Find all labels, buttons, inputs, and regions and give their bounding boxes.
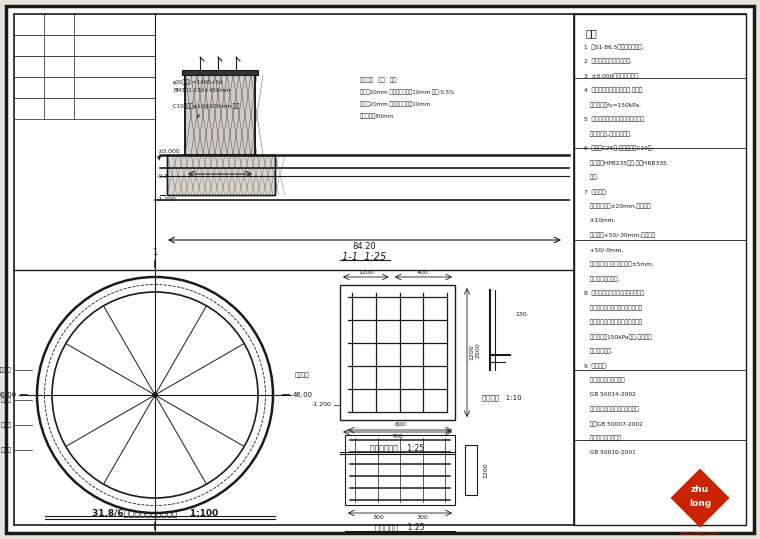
Circle shape xyxy=(153,392,157,397)
Text: 1-1  1:25: 1-1 1:25 xyxy=(342,252,387,262)
Text: 外边线: 外边线 xyxy=(1,447,12,453)
Text: 锚栓详图   1:10: 锚栓详图 1:10 xyxy=(482,395,522,402)
Bar xyxy=(185,75,255,155)
Text: 1200: 1200 xyxy=(469,344,474,360)
Text: ±0.000: ±0.000 xyxy=(157,149,180,154)
Text: 4  地基处理采用砂卵石换填,地基承: 4 地基处理采用砂卵石换填,地基承 xyxy=(584,87,642,93)
Bar xyxy=(345,435,455,505)
Bar xyxy=(14,98,155,119)
Text: C10钢筋网φ10@100mm 双层: C10钢筋网φ10@100mm 双层 xyxy=(173,103,239,118)
Text: 800: 800 xyxy=(214,173,226,178)
Text: long: long xyxy=(689,500,711,508)
Text: BM301-150×450mm: BM301-150×450mm xyxy=(173,87,230,93)
Text: 防水层20mm 水泥砂浆找平层10mm 找坡:0.5%: 防水层20mm 水泥砂浆找平层10mm 找坡:0.5% xyxy=(360,89,454,95)
Bar xyxy=(465,445,477,495)
Text: 混凝土结构设计规范: 混凝土结构设计规范 xyxy=(584,436,621,441)
Text: 7  质量标准:: 7 质量标准: xyxy=(584,189,607,195)
Text: 2  焊接材料按母材匹配选用.: 2 焊接材料按母材匹配选用. xyxy=(584,59,632,64)
Text: 细石混凝土80mm: 细石混凝土80mm xyxy=(360,113,394,119)
Text: 2500: 2500 xyxy=(475,342,480,358)
Text: 300: 300 xyxy=(416,515,428,520)
Text: 700: 700 xyxy=(391,434,404,439)
Text: +50/-0mm,: +50/-0mm, xyxy=(584,247,623,252)
Text: 内边线: 内边线 xyxy=(1,422,12,428)
Text: 31.8/6大型储油罐基础平面图    1:100: 31.8/6大型储油罐基础平面图 1:100 xyxy=(92,508,218,517)
Text: 1  按S1-86.5钢结构规范施工.: 1 按S1-86.5钢结构规范施工. xyxy=(584,44,644,50)
Text: ▼: ▼ xyxy=(157,156,161,161)
Text: 23: 23 xyxy=(229,424,236,429)
Text: 柱距偏差+50/-30mm,跨距偏差: 柱距偏差+50/-30mm,跨距偏差 xyxy=(584,232,655,238)
Text: zhu: zhu xyxy=(691,486,709,494)
Text: 基承载力按150kPa设计,否则由设: 基承载力按150kPa设计,否则由设 xyxy=(584,334,651,340)
Text: 施工缝做法    1:25: 施工缝做法 1:25 xyxy=(375,522,425,531)
Text: 300: 300 xyxy=(372,515,384,520)
Text: GB 50010-2001: GB 50010-2001 xyxy=(584,450,636,455)
Text: 基础轴线偏差±20mm,基础标高: 基础轴线偏差±20mm,基础标高 xyxy=(584,204,651,209)
Text: 46.00: 46.00 xyxy=(293,392,313,398)
Bar xyxy=(340,285,455,420)
Text: 130: 130 xyxy=(515,313,527,317)
Bar xyxy=(167,155,275,195)
Text: 22: 22 xyxy=(229,362,236,367)
Text: 各部分尺寸偏差其允许偏差±5mm,: 各部分尺寸偏差其允许偏差±5mm, xyxy=(584,261,654,267)
Text: 柱顶盖板详图    1:25: 柱顶盖板详图 1:25 xyxy=(370,444,425,453)
Text: 主筋采用HPB235钢筋,箍筋HRB335: 主筋采用HPB235钢筋,箍筋HRB335 xyxy=(584,160,667,165)
Text: 处理完毕后，需要四方会审，且经: 处理完毕后，需要四方会审，且经 xyxy=(584,305,642,310)
Text: ±10mm,: ±10mm, xyxy=(584,218,616,223)
Text: 1: 1 xyxy=(152,248,157,257)
Text: 5  土建图纸应与管工、暖通、设备图: 5 土建图纸应与管工、暖通、设备图 xyxy=(584,116,644,122)
Text: 8  地基处理需要经过甲方验槽，地基: 8 地基处理需要经过甲方验槽，地基 xyxy=(584,291,644,296)
Text: 46.00: 46.00 xyxy=(0,392,17,398)
Bar xyxy=(14,77,155,98)
Text: 建筑地基基础设计规范: 建筑地基基础设计规范 xyxy=(584,377,625,383)
Text: 1200: 1200 xyxy=(483,462,488,478)
Bar xyxy=(167,155,275,195)
Text: 3  ±0.000相当于绝对标高.: 3 ±0.000相当于绝对标高. xyxy=(584,73,640,79)
Text: 建筑地基基础工程施工质量验收: 建筑地基基础工程施工质量验收 xyxy=(584,406,638,412)
Text: 400: 400 xyxy=(417,270,429,275)
Text: 中心线: 中心线 xyxy=(1,397,12,403)
Text: 规范GB 50007-2002: 规范GB 50007-2002 xyxy=(584,421,643,426)
Polygon shape xyxy=(672,470,728,526)
Text: 防水层20mm 水泥砂浆找平层10mm: 防水层20mm 水泥砂浆找平层10mm xyxy=(360,101,430,107)
Text: 9  执行规范:: 9 执行规范: xyxy=(584,363,607,369)
Text: 坡道中线   轴线   轴线: 坡道中线 轴线 轴线 xyxy=(360,77,397,83)
Text: 46.0: 46.0 xyxy=(207,334,220,339)
Text: -1.200: -1.200 xyxy=(157,197,177,202)
Text: GB 50014-2002: GB 50014-2002 xyxy=(584,392,636,397)
Text: 说明: 说明 xyxy=(586,28,598,38)
Text: 满足现行施工规范.: 满足现行施工规范. xyxy=(584,276,619,281)
Bar xyxy=(14,35,155,56)
Text: 钢筋.: 钢筋. xyxy=(584,175,599,180)
Text: zhulong.com: zhulong.com xyxy=(679,531,720,536)
Bar xyxy=(14,56,155,77)
Text: -0.300: -0.300 xyxy=(157,174,177,178)
Bar xyxy=(182,70,258,75)
Text: 环形基础: 环形基础 xyxy=(0,367,12,373)
Text: 纸密切配合,预埋管道施工.: 纸密切配合,预埋管道施工. xyxy=(584,131,632,136)
Bar xyxy=(574,14,746,525)
Text: 环形基础: 环形基础 xyxy=(295,372,310,378)
Text: -1.200: -1.200 xyxy=(312,403,332,407)
Text: 600: 600 xyxy=(394,422,406,427)
Text: 甲方认可后方能进行基础施工，地: 甲方认可后方能进行基础施工，地 xyxy=(584,320,642,325)
Text: φ30锚栓L=1400+5d: φ30锚栓L=1400+5d xyxy=(173,79,223,85)
Text: 载力特征值fv=150kPa.: 载力特征值fv=150kPa. xyxy=(584,102,641,108)
Text: 6  混凝土C25级,垫层混凝土C10级,: 6 混凝土C25级,垫层混凝土C10级, xyxy=(584,146,654,151)
Bar xyxy=(185,75,255,155)
Circle shape xyxy=(52,292,258,498)
Text: 计方另行处理.: 计方另行处理. xyxy=(584,349,613,354)
Text: 45.0: 45.0 xyxy=(207,451,220,456)
Text: 1200: 1200 xyxy=(358,270,374,275)
Circle shape xyxy=(37,277,273,513)
Text: 84.20: 84.20 xyxy=(353,242,376,251)
Bar xyxy=(14,14,155,35)
